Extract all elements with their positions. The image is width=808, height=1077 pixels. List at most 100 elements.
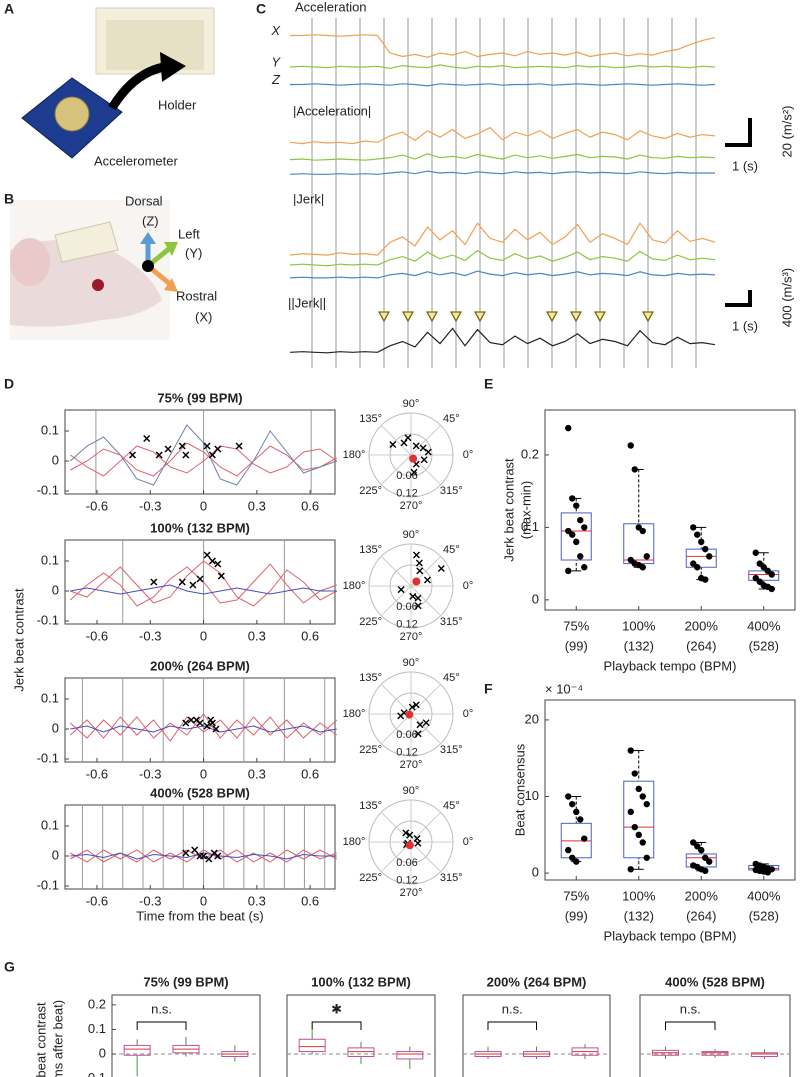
x-tick-label: 0 xyxy=(200,766,207,781)
group-title: |Acceleration| xyxy=(293,103,371,118)
y-tick-label: 0.1 xyxy=(88,1021,106,1036)
category-label: 75% xyxy=(563,618,589,633)
polar-angle-label: 45° xyxy=(443,672,460,684)
polar-angle-label: 315° xyxy=(440,485,463,497)
x-tick-label: 0.6 xyxy=(301,628,319,643)
y-tick-label: 0.1 xyxy=(41,690,59,705)
panel-label: B xyxy=(4,191,14,207)
trace xyxy=(289,249,716,267)
axis-y-head xyxy=(164,242,178,256)
point xyxy=(702,576,709,583)
cross xyxy=(235,442,243,450)
y-axis-label: beat contrast xyxy=(33,1002,48,1077)
x-tick-label: 0 xyxy=(200,498,207,513)
annotation: n.s. xyxy=(680,1001,701,1016)
y-tick-label: 0 xyxy=(52,452,59,467)
eye xyxy=(92,279,104,291)
x-axis-label: Playback tempo (BPM) xyxy=(604,928,737,943)
cross xyxy=(208,557,216,565)
polar-r-label: 0.12 xyxy=(396,875,417,887)
subplot-title: 75% (99 BPM) xyxy=(157,390,242,405)
bracket xyxy=(665,1021,716,1030)
point xyxy=(698,538,705,546)
plot-frame xyxy=(544,409,796,611)
point xyxy=(706,858,713,865)
y-tick-label: 0 xyxy=(52,847,59,862)
holder-inner xyxy=(106,20,204,70)
plot-frame xyxy=(64,539,336,625)
point xyxy=(631,770,638,777)
box xyxy=(396,1051,424,1060)
polar-r-label: 0.12 xyxy=(396,488,417,500)
trace xyxy=(69,716,338,742)
y-tick-label: -0.1 xyxy=(37,612,59,627)
cross xyxy=(200,852,208,860)
beat-marker xyxy=(401,311,415,323)
point xyxy=(577,516,584,524)
trace xyxy=(70,584,337,595)
polar-angle-label: 90° xyxy=(403,785,420,797)
polar-cross xyxy=(404,434,412,442)
cross xyxy=(208,451,216,459)
polar-cross xyxy=(397,586,405,594)
beat-marker xyxy=(593,311,607,323)
x-tick-label: 0.6 xyxy=(301,498,319,513)
plot-frame xyxy=(64,804,336,890)
arrow-head xyxy=(160,52,186,82)
cross xyxy=(150,578,158,586)
y-axis-label: Beat consensus xyxy=(512,743,527,836)
polar-spoke xyxy=(380,683,412,715)
x-tick-label: -0.3 xyxy=(139,766,161,781)
polar-cross xyxy=(389,441,397,448)
polar-r-label: 0.06 xyxy=(396,470,417,482)
cross xyxy=(214,852,222,860)
polar-angle-label: 315° xyxy=(440,872,463,884)
y-tick-label: -0.1 xyxy=(37,877,59,892)
point xyxy=(577,553,584,560)
point xyxy=(768,585,775,593)
polar-spoke xyxy=(380,841,412,873)
polar-angle-label: 180° xyxy=(343,836,366,848)
trace xyxy=(69,713,338,739)
y-tick-label: 0 xyxy=(52,582,59,597)
point xyxy=(635,785,642,793)
polar-angle-label: 270° xyxy=(400,759,423,771)
panel-label: D xyxy=(4,376,14,392)
polar-angle-label: 315° xyxy=(440,616,463,628)
y-axis-label: Jerk beat contrast xyxy=(501,458,516,562)
panel-a-illustration xyxy=(21,7,215,159)
x-tick-label: 0 xyxy=(200,628,207,643)
polar-cross xyxy=(424,448,432,456)
cross xyxy=(155,451,163,459)
box xyxy=(123,1044,151,1056)
polar-mean xyxy=(405,710,414,719)
point xyxy=(639,527,646,535)
axis-z-head xyxy=(140,232,156,244)
subplot-title: 200% (264 BPM) xyxy=(487,974,587,989)
polar-spoke xyxy=(410,424,442,456)
polar-r-label: 0.06 xyxy=(396,857,417,869)
polar-angle-label: 0° xyxy=(463,708,474,720)
polar-cross xyxy=(414,594,422,602)
box xyxy=(685,548,717,568)
cross xyxy=(182,451,190,459)
polar-r-label: 0.06 xyxy=(396,601,417,613)
x-tick-label: -0.6 xyxy=(86,893,108,908)
polar-angle-label: 135° xyxy=(359,544,382,556)
cross xyxy=(182,719,190,727)
polar-cross xyxy=(408,703,416,711)
category-label: 400% xyxy=(747,618,781,633)
beat-marker xyxy=(377,311,391,323)
polar-cross xyxy=(397,712,405,720)
point xyxy=(694,531,701,538)
point xyxy=(643,553,650,560)
point xyxy=(627,866,634,873)
y-tick-label: 0.2 xyxy=(521,446,539,461)
x-tick-label: 0 xyxy=(200,893,207,908)
y-tick-label: 0.1 xyxy=(41,422,59,437)
polar-cross xyxy=(412,701,420,709)
plot-frame xyxy=(111,994,261,1077)
point xyxy=(639,793,646,800)
cross xyxy=(207,716,215,724)
annotation: n.s. xyxy=(151,1001,172,1016)
